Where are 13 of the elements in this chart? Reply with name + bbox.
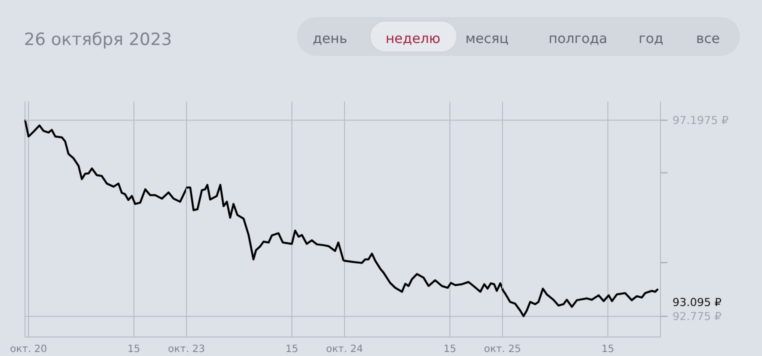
- y-tick-label: 92.775 ₽: [672, 310, 722, 324]
- x-tick-label: 15: [601, 344, 614, 355]
- chart-title: 26 октября 2023: [24, 30, 172, 50]
- x-tick-label: окт. 24: [326, 344, 364, 355]
- x-tick-label: окт. 23: [168, 344, 206, 355]
- x-tick-label: окт. 25: [484, 344, 522, 355]
- x-tick-label: окт. 20: [10, 344, 48, 355]
- y-tick-label: 97.1975 ₽: [672, 114, 728, 128]
- text: 93.095 ₽: [672, 296, 722, 309]
- period-switcher: день неделю месяц полгода год все: [297, 17, 740, 56]
- x-tick-label: 15: [285, 344, 298, 355]
- x-tick-label: 15: [127, 344, 140, 355]
- x-tick-label: 15: [443, 344, 456, 355]
